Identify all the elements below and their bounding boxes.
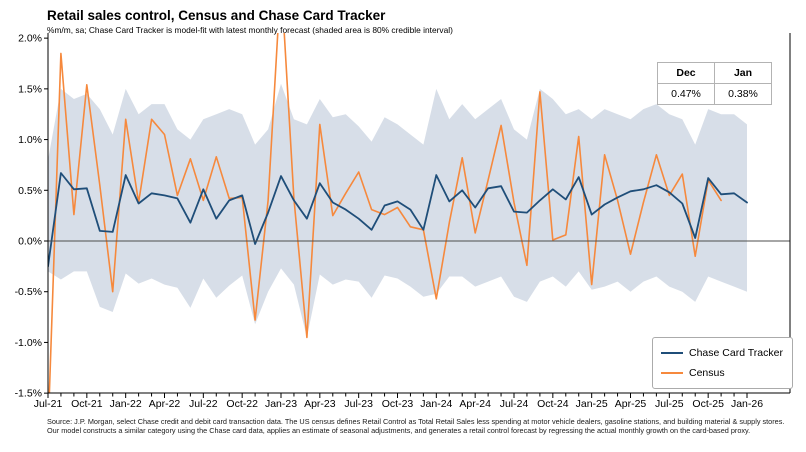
x-axis-tick-label: Oct-24 (537, 398, 569, 410)
x-axis-tick-label: Jul-25 (655, 398, 684, 410)
y-axis-tick-label: -0.5% (15, 286, 42, 298)
census-line (48, 33, 722, 393)
tracker-line (48, 172, 748, 268)
legend-item-census: Census (661, 363, 785, 383)
forecast-value-jan: 0.38% (714, 83, 772, 105)
y-axis-tick-label: 1.0% (18, 134, 42, 146)
x-axis-tick-label: Jan-23 (265, 398, 297, 410)
x-axis-tick-label: Oct-25 (692, 398, 724, 410)
y-axis-tick-label: -1.5% (15, 388, 42, 400)
x-axis-tick-label: Jan-25 (576, 398, 608, 410)
legend-label-census: Census (689, 367, 725, 379)
x-axis-tick-label: Oct-23 (382, 398, 414, 410)
x-axis-tick-label: Jul-23 (344, 398, 373, 410)
chart-title: Retail sales control, Census and Chase C… (47, 8, 386, 23)
y-axis-tick-label: -1.0% (15, 337, 42, 349)
source-note: Source: J.P. Morgan, select Chase credit… (47, 417, 785, 436)
census-line-swatch (661, 372, 683, 374)
x-axis-tick-label: Oct-21 (71, 398, 103, 410)
y-axis-tick-label: 0.5% (18, 185, 42, 197)
x-axis-tick-label: Apr-23 (304, 398, 336, 410)
forecast-col-jan: Jan (714, 62, 772, 84)
x-axis-tick-label: Apr-22 (149, 398, 181, 410)
legend-item-tracker: Chase Card Tracker (661, 343, 785, 363)
x-axis-tick-label: Apr-24 (459, 398, 491, 410)
legend-label-tracker: Chase Card Tracker (689, 347, 783, 359)
axes (44, 33, 791, 398)
tracker-line-swatch (661, 352, 683, 354)
x-axis-tick-label: Jan-26 (731, 398, 763, 410)
y-axis-tick-label: 2.0% (18, 33, 42, 45)
forecast-table: Dec Jan 0.47% 0.38% (657, 62, 772, 105)
forecast-value-dec: 0.47% (657, 83, 715, 105)
credible-interval-band (48, 83, 747, 338)
x-axis-tick-label: Apr-25 (615, 398, 647, 410)
x-axis-tick-label: Jul-21 (34, 398, 63, 410)
y-axis-tick-label: 1.5% (18, 83, 42, 95)
x-axis-tick-label: Jan-24 (420, 398, 452, 410)
x-axis-tick-label: Oct-22 (226, 398, 258, 410)
x-axis-tick-label: Jan-22 (110, 398, 142, 410)
forecast-table-header-row: Dec Jan (657, 62, 772, 84)
forecast-table-value-row: 0.47% 0.38% (657, 83, 772, 105)
y-axis-tick-label: 0.0% (18, 236, 42, 248)
x-axis-tick-label: Jul-22 (189, 398, 218, 410)
forecast-col-dec: Dec (657, 62, 715, 84)
chart-subtitle: %m/m, sa; Chase Card Tracker is model-fi… (47, 25, 453, 35)
x-axis-tick-label: Jul-24 (500, 398, 529, 410)
legend: Chase Card Tracker Census (652, 337, 793, 389)
